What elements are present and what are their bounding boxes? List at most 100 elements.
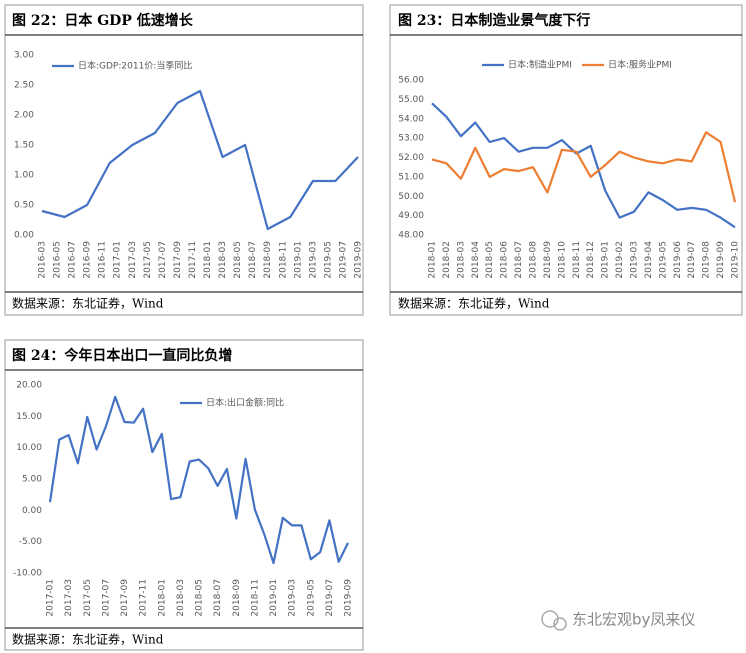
x-tick-label: 2019-04 (644, 241, 654, 279)
x-tick-label: 2017-05 (83, 579, 93, 617)
x-tick-label: 2019-01 (293, 241, 303, 279)
x-tick-label: 2019-05 (658, 241, 668, 279)
x-tick-label: 2018-01 (157, 579, 167, 617)
legend-label: 日本:制造业PMI (508, 59, 572, 71)
y-tick-label: 0.00 (14, 231, 34, 241)
y-tick-label: 52.00 (398, 153, 424, 163)
x-tick-label: 2018-07 (248, 241, 258, 279)
x-tick-label: 2018-04 (471, 241, 481, 279)
x-tick-label: 2016-09 (83, 241, 93, 279)
y-tick-label: 50.00 (398, 192, 424, 202)
x-tick-label: 2019-06 (673, 241, 683, 279)
panel (4, 339, 364, 651)
x-tick-label: 2018-11 (250, 579, 260, 617)
x-tick-label: 2016-07 (68, 241, 78, 279)
x-tick-label: 2018-03 (176, 579, 186, 617)
data-line (431, 102, 736, 229)
x-tick-label: 2018-12 (586, 241, 596, 279)
y-tick-label: 0.50 (14, 201, 34, 211)
x-tick-label: 2018-07 (514, 241, 524, 279)
watermark-icon (541, 610, 567, 631)
y-tick-label: 1.00 (14, 171, 34, 181)
figure-title: 图 23：日本制造业景气度下行 (398, 12, 590, 29)
x-tick-label: 2018-06 (500, 241, 510, 279)
x-tick-label: 2018-11 (278, 241, 288, 279)
x-tick-label: 2018-05 (485, 241, 495, 279)
y-tick-label: 0.00 (22, 506, 42, 516)
x-tick-label: 2017-01 (46, 579, 56, 617)
x-tick-label: 2017-11 (139, 579, 149, 617)
x-tick-label: 2017-05 (143, 241, 153, 279)
y-tick-label: 20.00 (16, 381, 42, 391)
x-tick-label: 2019-03 (308, 241, 318, 279)
x-tick-label: 2018-03 (456, 241, 466, 279)
x-tick-label: 2019-01 (601, 241, 611, 279)
x-tick-label: 2019-05 (323, 241, 333, 279)
y-tick-label: 10.00 (16, 443, 42, 453)
x-tick-label: 2017-09 (120, 579, 130, 617)
x-tick-label: 2019-05 (306, 579, 316, 617)
x-tick-label: 2019-09 (716, 241, 726, 279)
figure-source: 数据来源：东北证券，Wind (398, 296, 550, 311)
x-tick-label: 2016-03 (38, 241, 48, 279)
x-tick-label: 2018-10 (557, 241, 567, 279)
x-tick-label: 2018-01 (203, 241, 213, 279)
y-tick-label: 2.50 (14, 81, 34, 91)
x-tick-label: 2016-05 (53, 241, 63, 279)
x-tick-label: 2019-07 (325, 579, 335, 617)
y-tick-label: 15.00 (16, 412, 42, 422)
y-tick-label: 54.00 (398, 114, 424, 124)
y-tick-label: 51.00 (398, 172, 424, 182)
x-tick-label: 2018-02 (442, 241, 452, 279)
x-tick-label: 2017-07 (101, 579, 111, 617)
y-tick-label: 53.00 (398, 134, 424, 144)
y-tick-label: -10.00 (13, 569, 42, 579)
y-tick-label: 56.00 (398, 76, 424, 86)
y-tick-label: 49.00 (398, 211, 424, 221)
legend-label: 日本:服务业PMI (608, 59, 672, 71)
data-line (431, 131, 737, 203)
y-tick-label: -5.00 (19, 537, 43, 547)
y-tick-label: 48.00 (398, 231, 424, 241)
x-tick-label: 2017-11 (188, 241, 198, 279)
y-tick-label: 2.00 (14, 111, 34, 121)
x-tick-label: 2019-07 (687, 241, 697, 279)
figure-source: 数据来源：东北证券，Wind (12, 632, 164, 647)
data-line (48, 395, 349, 565)
x-tick-label: 2017-03 (128, 241, 138, 279)
panel (389, 4, 743, 316)
x-tick-label: 2019-03 (288, 579, 298, 617)
y-tick-label: 5.00 (22, 475, 42, 485)
x-tick-label: 2019-02 (615, 241, 625, 279)
legend-label: 日本:出口金额:同比 (206, 397, 284, 409)
x-tick-label: 2017-09 (173, 241, 183, 279)
figure-source: 数据来源：东北证券，Wind (12, 296, 164, 311)
x-tick-label: 2019-10 (731, 241, 741, 279)
x-tick-label: 2019-03 (630, 241, 640, 279)
x-tick-label: 2018-09 (263, 241, 273, 279)
y-tick-label: 1.50 (14, 141, 34, 151)
x-tick-label: 2019-07 (338, 241, 348, 279)
x-tick-label: 2018-05 (233, 241, 243, 279)
x-tick-label: 2018-01 (428, 241, 438, 279)
x-tick-label: 2019-09 (354, 241, 364, 279)
figure-title: 图 22：日本 GDP 低速增长 (12, 12, 194, 29)
x-tick-label: 2018-08 (529, 241, 539, 279)
x-tick-label: 2017-03 (64, 579, 74, 617)
x-tick-label: 2019-09 (344, 579, 354, 617)
x-tick-label: 2016-11 (98, 241, 108, 279)
y-tick-label: 55.00 (398, 95, 424, 105)
x-tick-label: 2017-01 (113, 241, 123, 279)
watermark: 东北宏观by凤来仪 (572, 611, 695, 629)
panel (4, 4, 364, 316)
x-tick-label: 2019-01 (269, 579, 279, 617)
x-tick-label: 2018-09 (232, 579, 242, 617)
data-line (41, 89, 359, 231)
x-tick-label: 2018-09 (543, 241, 553, 279)
x-tick-label: 2019-08 (702, 241, 712, 279)
y-tick-label: 3.00 (14, 51, 34, 61)
x-tick-label: 2018-07 (213, 579, 223, 617)
legend-label: 日本:GDP:2011价:当季同比 (78, 60, 192, 72)
x-tick-label: 2018-05 (195, 579, 205, 617)
